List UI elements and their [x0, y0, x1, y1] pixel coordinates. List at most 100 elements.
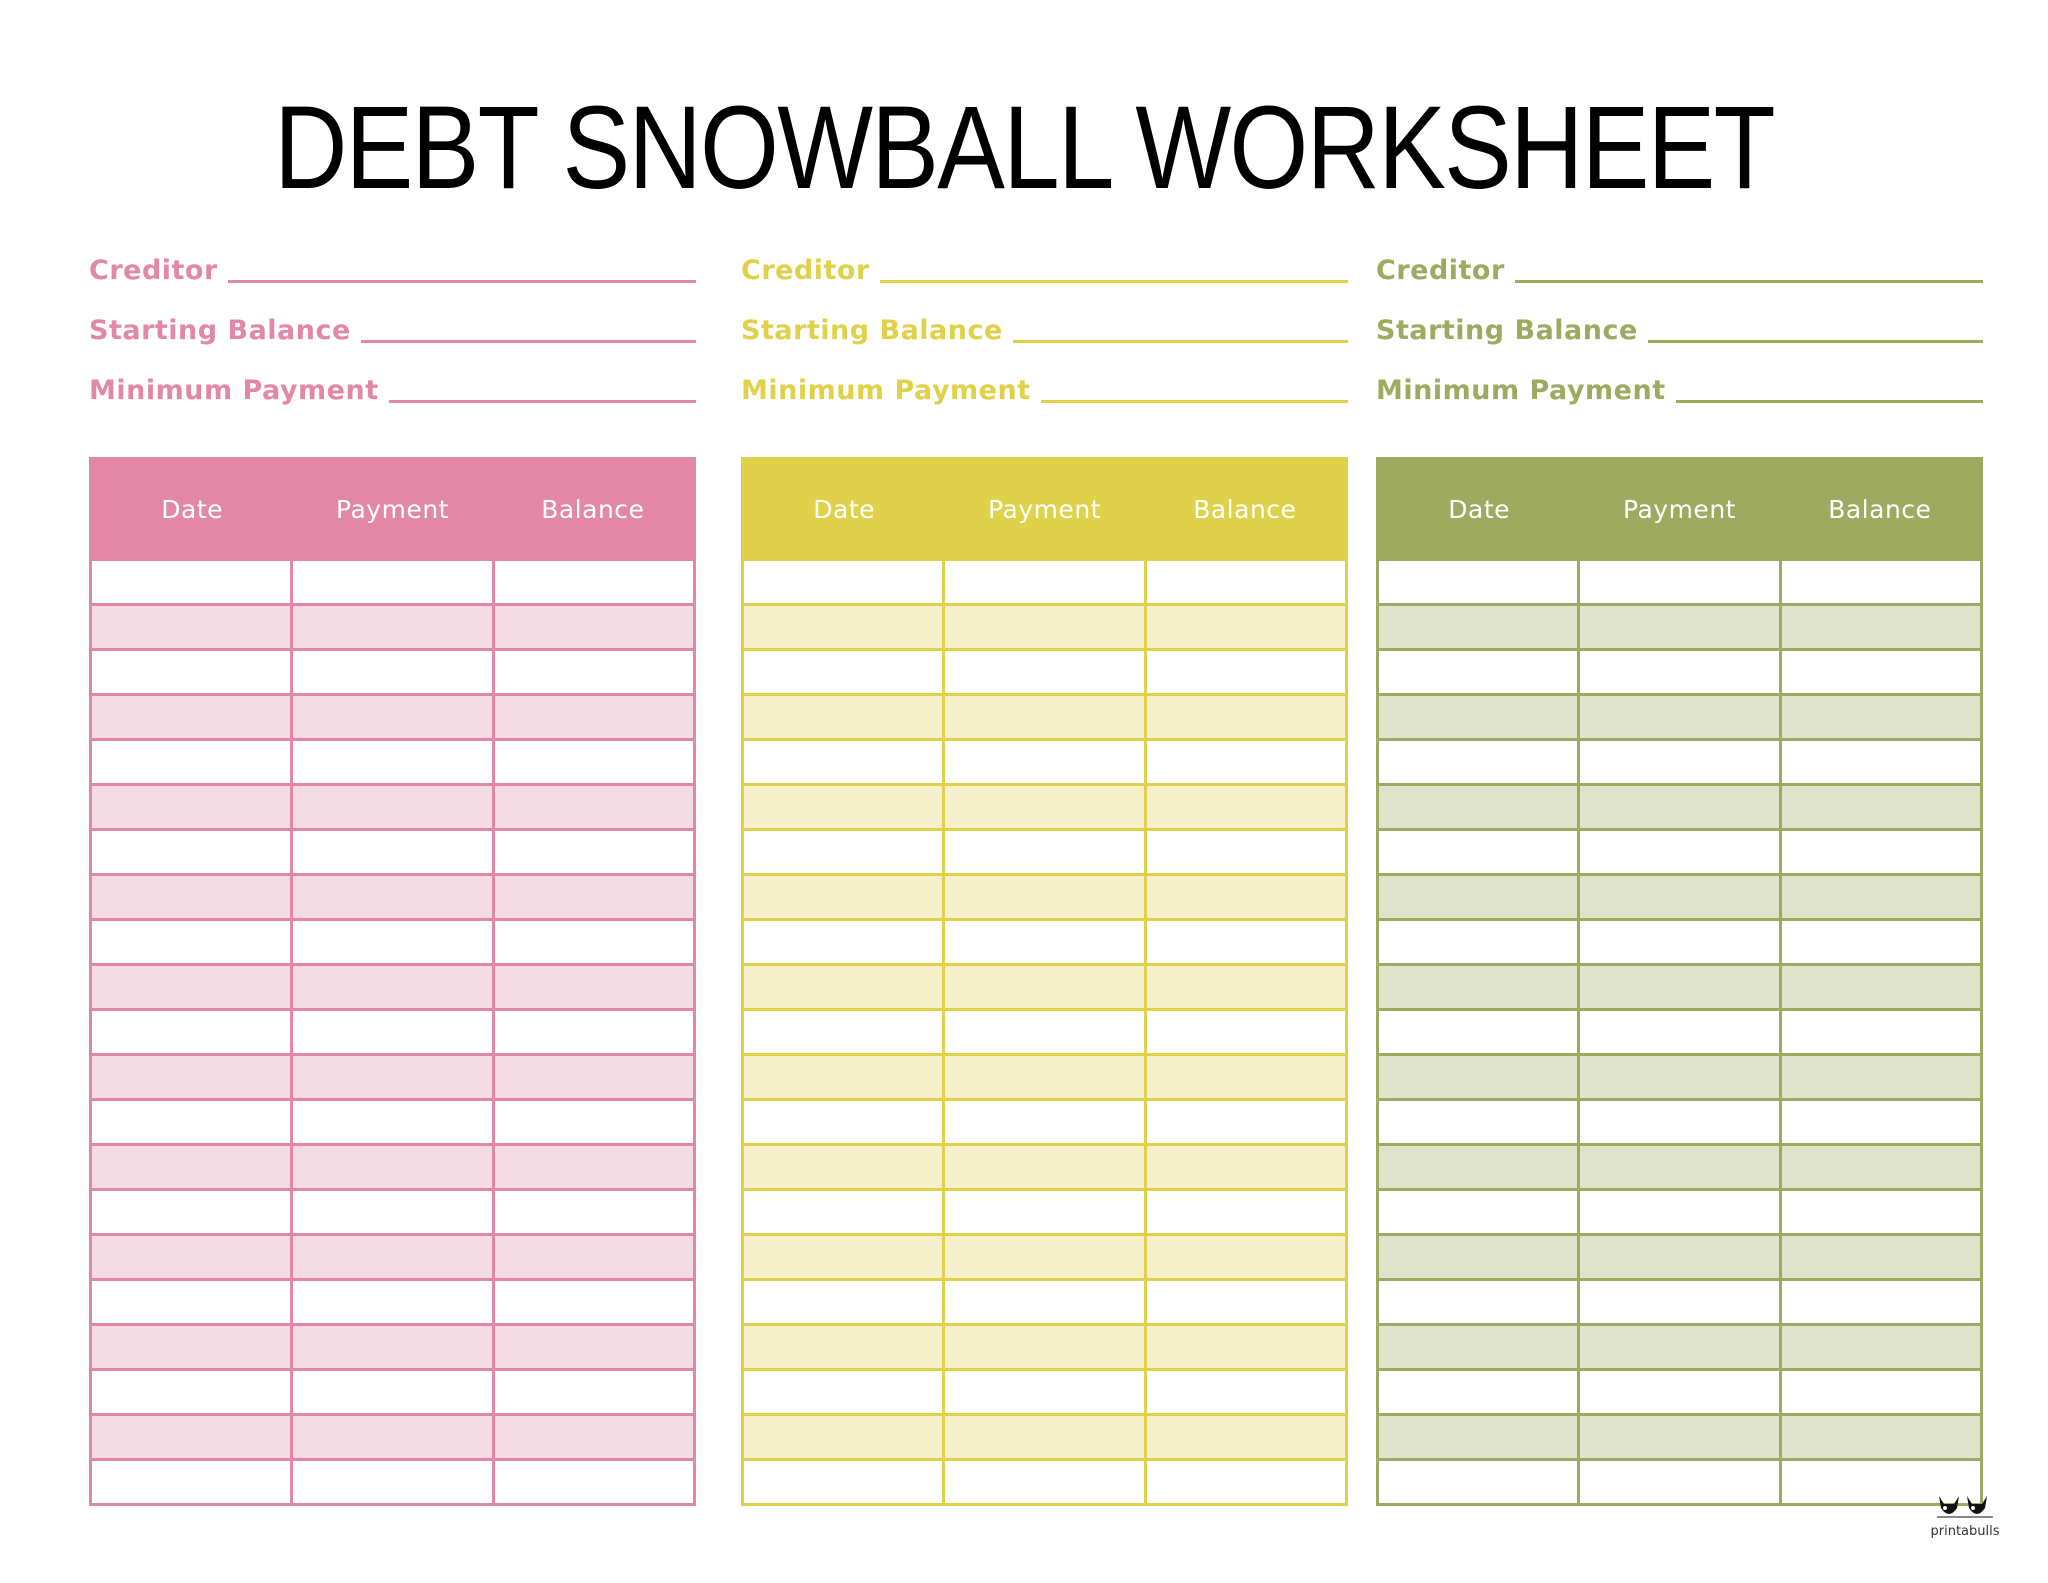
table-cell[interactable]	[1577, 831, 1778, 873]
table-cell[interactable]	[290, 1056, 491, 1098]
table-cell[interactable]	[744, 786, 942, 828]
table-cell[interactable]	[1778, 1056, 1980, 1098]
table-cell[interactable]	[290, 696, 491, 738]
table-cell[interactable]	[491, 651, 693, 693]
table-cell[interactable]	[1577, 1146, 1778, 1188]
table-cell[interactable]	[290, 921, 491, 963]
table-cell[interactable]	[491, 1011, 693, 1053]
starting-balance-input-line[interactable]	[1647, 340, 1983, 343]
table-cell[interactable]	[942, 831, 1143, 873]
table-cell[interactable]	[1379, 1101, 1577, 1143]
creditor-input-line[interactable]	[879, 280, 1348, 283]
table-cell[interactable]	[92, 651, 290, 693]
table-cell[interactable]	[1379, 1146, 1577, 1188]
table-cell[interactable]	[1577, 1191, 1778, 1233]
table-cell[interactable]	[744, 1281, 942, 1323]
table-cell[interactable]	[1379, 1326, 1577, 1368]
table-cell[interactable]	[290, 876, 491, 918]
table-cell[interactable]	[1379, 696, 1577, 738]
table-cell[interactable]	[942, 561, 1143, 603]
table-cell[interactable]	[290, 1236, 491, 1278]
creditor-field[interactable]: Creditor	[1376, 246, 1983, 286]
table-cell[interactable]	[1778, 876, 1980, 918]
table-cell[interactable]	[92, 696, 290, 738]
table-cell[interactable]	[1143, 1326, 1345, 1368]
table-cell[interactable]	[1143, 1011, 1345, 1053]
table-cell[interactable]	[1143, 876, 1345, 918]
table-cell[interactable]	[1379, 1281, 1577, 1323]
table-cell[interactable]	[744, 696, 942, 738]
table-cell[interactable]	[1143, 1281, 1345, 1323]
table-cell[interactable]	[942, 1146, 1143, 1188]
table-cell[interactable]	[92, 921, 290, 963]
table-cell[interactable]	[290, 1281, 491, 1323]
table-cell[interactable]	[1577, 1416, 1778, 1458]
table-cell[interactable]	[1379, 876, 1577, 918]
table-cell[interactable]	[744, 966, 942, 1008]
table-cell[interactable]	[1577, 1461, 1778, 1503]
table-cell[interactable]	[942, 1371, 1143, 1413]
table-cell[interactable]	[290, 786, 491, 828]
table-cell[interactable]	[1577, 1371, 1778, 1413]
table-cell[interactable]	[942, 1236, 1143, 1278]
table-cell[interactable]	[491, 831, 693, 873]
table-cell[interactable]	[92, 1236, 290, 1278]
table-cell[interactable]	[491, 786, 693, 828]
table-cell[interactable]	[92, 1146, 290, 1188]
table-cell[interactable]	[1143, 696, 1345, 738]
table-cell[interactable]	[92, 1056, 290, 1098]
table-cell[interactable]	[942, 1416, 1143, 1458]
table-cell[interactable]	[1379, 651, 1577, 693]
minimum-payment-field[interactable]: Minimum Payment	[1376, 366, 1983, 406]
table-cell[interactable]	[744, 1146, 942, 1188]
table-cell[interactable]	[942, 696, 1143, 738]
minimum-payment-field[interactable]: Minimum Payment	[89, 366, 696, 406]
table-cell[interactable]	[1143, 1146, 1345, 1188]
table-cell[interactable]	[1577, 1326, 1778, 1368]
table-cell[interactable]	[92, 1416, 290, 1458]
table-cell[interactable]	[290, 1146, 491, 1188]
table-cell[interactable]	[1778, 1101, 1980, 1143]
table-cell[interactable]	[1577, 966, 1778, 1008]
table-cell[interactable]	[744, 561, 942, 603]
table-cell[interactable]	[1143, 1416, 1345, 1458]
table-cell[interactable]	[1577, 876, 1778, 918]
table-cell[interactable]	[1778, 966, 1980, 1008]
table-cell[interactable]	[1778, 786, 1980, 828]
starting-balance-field[interactable]: Starting Balance	[1376, 306, 1983, 346]
table-cell[interactable]	[1379, 1056, 1577, 1098]
table-cell[interactable]	[491, 741, 693, 783]
minimum-payment-field[interactable]: Minimum Payment	[741, 366, 1348, 406]
table-cell[interactable]	[290, 1371, 491, 1413]
table-cell[interactable]	[92, 1281, 290, 1323]
table-cell[interactable]	[1577, 606, 1778, 648]
table-cell[interactable]	[942, 966, 1143, 1008]
table-cell[interactable]	[1143, 1371, 1345, 1413]
table-cell[interactable]	[744, 606, 942, 648]
creditor-field[interactable]: Creditor	[741, 246, 1348, 286]
table-cell[interactable]	[1778, 1416, 1980, 1458]
table-cell[interactable]	[92, 786, 290, 828]
table-cell[interactable]	[491, 561, 693, 603]
table-cell[interactable]	[1778, 696, 1980, 738]
table-cell[interactable]	[1379, 1191, 1577, 1233]
table-cell[interactable]	[1379, 921, 1577, 963]
table-cell[interactable]	[1778, 1281, 1980, 1323]
table-cell[interactable]	[491, 1416, 693, 1458]
table-cell[interactable]	[92, 1326, 290, 1368]
table-cell[interactable]	[942, 1461, 1143, 1503]
table-cell[interactable]	[1778, 1011, 1980, 1053]
table-cell[interactable]	[491, 1326, 693, 1368]
table-cell[interactable]	[942, 786, 1143, 828]
table-cell[interactable]	[491, 921, 693, 963]
table-cell[interactable]	[92, 1191, 290, 1233]
table-cell[interactable]	[1577, 651, 1778, 693]
table-cell[interactable]	[92, 606, 290, 648]
creditor-input-line[interactable]	[1514, 280, 1983, 283]
table-cell[interactable]	[491, 1461, 693, 1503]
table-cell[interactable]	[1379, 1461, 1577, 1503]
table-cell[interactable]	[1577, 921, 1778, 963]
table-cell[interactable]	[1379, 1416, 1577, 1458]
minimum-payment-input-line[interactable]	[388, 400, 696, 403]
table-cell[interactable]	[1379, 741, 1577, 783]
